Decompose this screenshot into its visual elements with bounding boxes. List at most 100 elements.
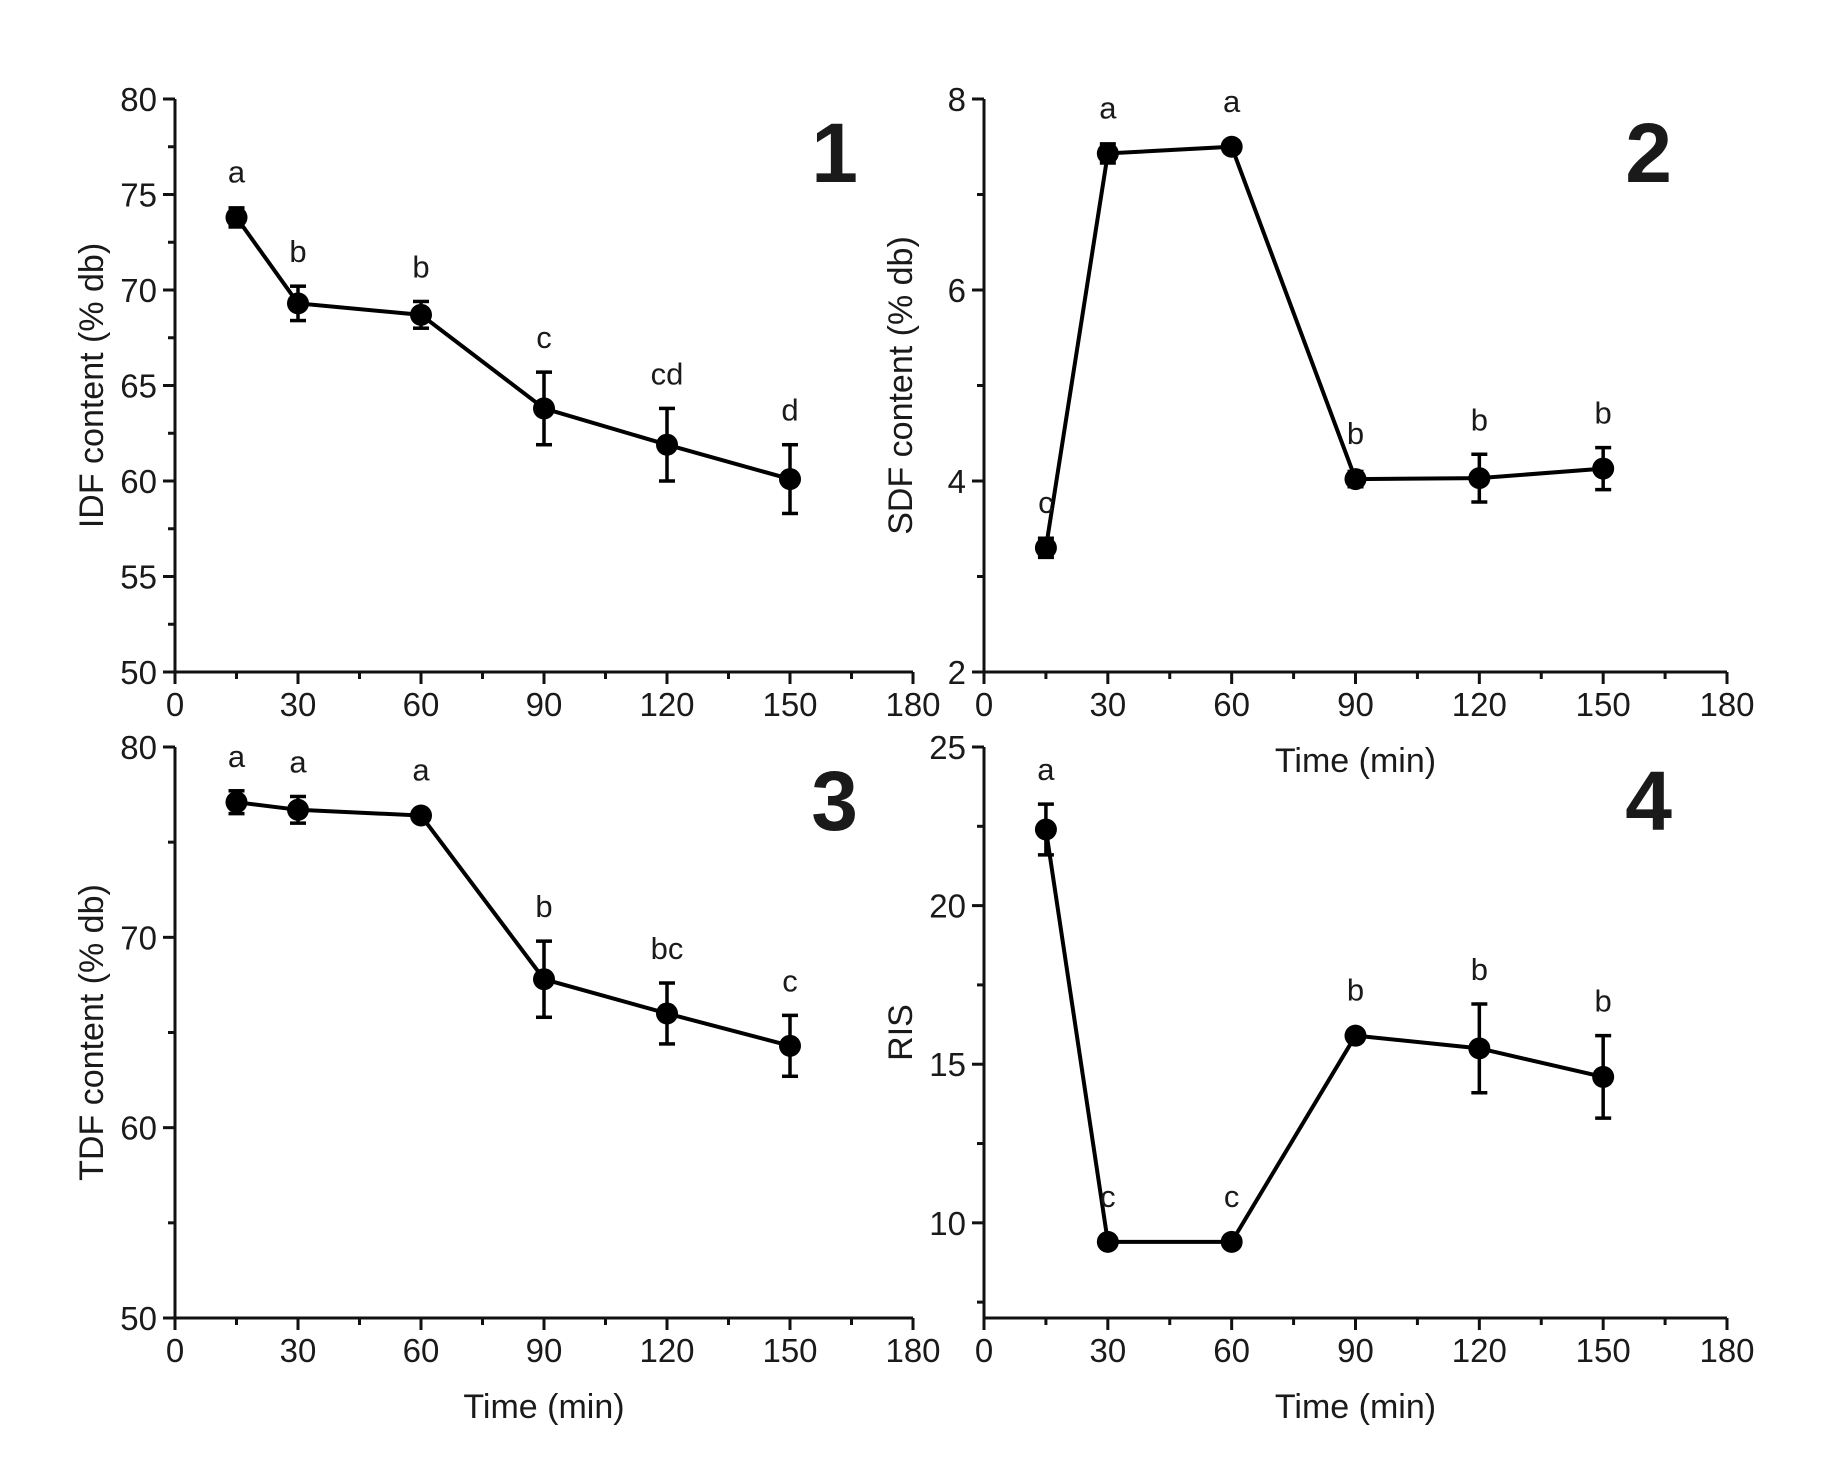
data-point [1220,1230,1243,1253]
data-point [1220,135,1243,158]
y-tick-label: 80 [120,81,157,118]
y-tick-label: 15 [929,1046,966,1083]
data-point [1034,818,1057,841]
significance-letter: a [1037,752,1055,787]
data-point [1034,536,1057,559]
chart-panel-4: 0 30 60 90 120 150 180 10 15 20 25 RIS Time (min) 4 a c… [882,729,1755,1426]
x-tick-label: 150 [762,686,817,723]
x-tick-label: 150 [1576,686,1631,723]
significance-letter: c [1224,1179,1240,1214]
x-tick-label: 180 [1699,1332,1754,1369]
y-tick-label: 65 [120,368,157,405]
x-tick-label: 0 [166,1332,184,1369]
y-axis-title: IDF content (% db) [73,243,111,528]
x-tick-label: 90 [526,686,563,723]
significance-letter: a [1099,90,1117,125]
y-tick-label: 2 [948,654,966,691]
x-tick-label: 0 [166,686,184,723]
significance-letter: b [1471,402,1488,437]
data-point [287,798,309,821]
x-tick-label: 120 [639,686,694,723]
y-tick-label: 4 [948,463,966,500]
significance-letter: a [228,739,246,774]
significance-letter: b [535,889,552,924]
significance-letter: a [412,753,430,788]
data-point [1592,1065,1615,1088]
panel-number: 4 [1625,754,1672,848]
x-tick-label: 120 [1452,1332,1507,1369]
x-tick-label: 90 [1337,686,1374,723]
data-point [1592,457,1615,480]
x-tick-label: 30 [1089,686,1126,723]
chart-panel-3: 0 30 60 90 120 150 180 50 60 70 80 TDF content (% d… [73,729,941,1426]
data-point [656,1002,678,1025]
data-point [656,433,678,456]
data-point [779,1034,801,1057]
data-point [1468,1037,1491,1060]
y-tick-label: 6 [948,272,966,309]
x-tick-label: 180 [885,1332,940,1369]
x-tick-label: 60 [403,686,440,723]
data-point [1468,467,1491,490]
significance-letter: b [1347,973,1364,1008]
data-point [1344,468,1367,491]
y-tick-label: 60 [120,1110,157,1147]
data-point [410,303,432,326]
data-point [1096,1230,1119,1253]
data-point [225,791,248,814]
x-tick-label: 180 [1699,686,1754,723]
x-tick-label: 90 [1337,1332,1374,1369]
x-tick-label: 30 [280,1332,317,1369]
panel-number: 1 [811,106,858,200]
x-tick-label: 0 [975,686,993,723]
chart-panel-1: 0 30 60 90 120 150 180 50 55 60 65 70 75 80 IDF conten… [73,81,941,723]
significance-letter: c [1100,1179,1116,1214]
series-line [1043,144,1604,549]
data-point [533,397,555,420]
significance-letter: c [1038,485,1054,520]
x-tick-label: 90 [526,1332,563,1369]
y-tick-label: 70 [120,272,157,309]
y-axis-title: RIS [882,1004,920,1061]
data-point [533,968,555,991]
significance-letter: cd [651,356,684,391]
significance-letter: b [1471,952,1488,987]
y-tick-label: 70 [120,919,157,956]
significance-letter: a [289,744,307,779]
x-tick-label: 30 [280,686,317,723]
y-tick-label: 50 [120,1300,157,1337]
data-point [410,804,432,827]
data-point [1344,1024,1367,1047]
x-tick-label: 0 [975,1332,993,1369]
significance-letter: d [781,393,798,428]
significance-letter: c [536,320,552,355]
y-tick-label: 10 [929,1205,966,1242]
y-tick-label: 8 [948,81,966,118]
y-tick-label: 55 [120,559,157,596]
data-point [225,206,248,229]
significance-letter: b [412,249,429,284]
y-tick-label: 60 [120,463,157,500]
x-tick-label: 150 [762,1332,817,1369]
data-point [1096,142,1119,165]
significance-letter: a [228,154,246,189]
x-tick-label: 30 [1089,1332,1126,1369]
x-tick-label: 60 [403,1332,440,1369]
x-tick-label: 120 [639,1332,694,1369]
x-axis-title: Time (min) [1275,742,1436,780]
panel-number: 2 [1625,106,1672,200]
x-axis-title: Time (min) [1275,1388,1436,1426]
x-axis-title: Time (min) [463,1388,624,1426]
significance-letter: b [289,234,306,269]
significance-letter: b [1347,416,1364,451]
x-tick-label: 60 [1213,1332,1250,1369]
x-tick-label: 180 [885,686,940,723]
x-tick-label: 60 [1213,686,1250,723]
data-point [287,292,309,315]
y-tick-label: 25 [929,729,966,766]
panel-number: 3 [811,754,858,848]
series-line [1043,829,1604,1244]
significance-letter: c [782,963,798,998]
